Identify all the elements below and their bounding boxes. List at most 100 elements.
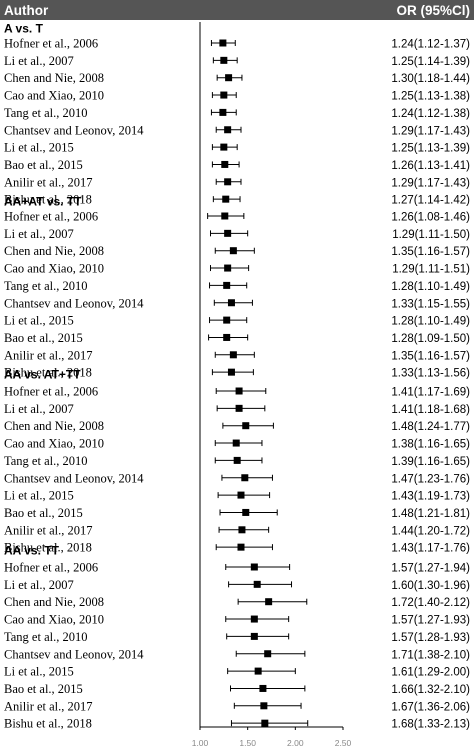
study-label: Hofner et al., 2006 [4, 210, 98, 224]
point-estimate [232, 439, 240, 447]
point-estimate [229, 247, 237, 255]
or-ci-label: 1.26(1.08-1.46) [391, 212, 470, 224]
or-ci-label: 1.27(1.14-1.42) [391, 195, 470, 207]
or-ci-label: 1.33(1.13-1.56) [391, 368, 470, 380]
point-estimate [222, 195, 230, 203]
or-ci-label: 1.43(1.17-1.76) [391, 543, 470, 555]
study-label: Bishu et al., 2018 [4, 541, 92, 555]
point-estimate [250, 563, 258, 571]
point-estimate [237, 543, 245, 551]
point-estimate [224, 229, 232, 237]
or-ci-label: 1.57(1.27-1.94) [391, 563, 470, 575]
study-label: Li et al., 2015 [4, 141, 74, 155]
or-ci-label: 1.28(1.09-1.50) [391, 333, 470, 345]
study-label: Tang et al., 2010 [4, 106, 87, 120]
study-label: Chantsev and Leonov, 2014 [4, 471, 144, 485]
point-estimate [223, 333, 231, 341]
or-ci-label: 1.26(1.13-1.41) [391, 160, 470, 172]
study-label: Chantsev and Leonov, 2014 [4, 296, 144, 310]
study-label: Bishu et al., 2018 [4, 717, 92, 731]
or-ci-label: 1.28(1.10-1.49) [391, 316, 470, 328]
or-ci-label: 1.71(1.38-2.10) [391, 649, 470, 661]
point-estimate [261, 719, 269, 727]
study-label: Chantsev and Leonov, 2014 [4, 647, 144, 661]
x-tick-label: 1.00 [192, 738, 209, 748]
point-estimate [250, 632, 258, 640]
group-label: AA+AT vs. TT [4, 195, 82, 209]
point-estimate [235, 404, 243, 412]
study-label: Cao and Xiao, 2010 [4, 437, 104, 451]
study-label: Tang et al., 2010 [4, 630, 87, 644]
point-estimate [253, 580, 261, 588]
study-label: Li et al., 2015 [4, 489, 74, 503]
study-label: Li et al., 2007 [4, 402, 74, 416]
study-label: Anilir et al., 2017 [4, 699, 93, 713]
point-estimate [227, 299, 235, 307]
point-estimate [224, 126, 232, 134]
study-label: Chantsev and Leonov, 2014 [4, 123, 144, 137]
point-estimate [242, 508, 250, 516]
or-ci-label: 1.35(1.16-1.57) [391, 350, 470, 362]
or-ci-label: 1.29(1.11-1.50) [392, 229, 470, 241]
point-estimate [229, 351, 237, 359]
or-ci-label: 1.28(1.10-1.49) [391, 281, 470, 293]
point-estimate [220, 143, 228, 151]
or-ci-label: 1.38(1.16-1.65) [391, 439, 470, 451]
or-ci-label: 1.29(1.17-1.43) [391, 125, 470, 137]
point-estimate [264, 650, 272, 658]
point-estimate [233, 456, 241, 464]
study-label: Hofner et al., 2006 [4, 385, 98, 399]
study-label: Chen and Nie, 2008 [4, 419, 104, 433]
or-ci-label: 1.24(1.12-1.38) [391, 108, 470, 120]
or-ci-label: 1.35(1.16-1.57) [391, 246, 470, 258]
or-ci-label: 1.67(1.36-2.06) [391, 701, 470, 713]
study-label: Li et al., 2015 [4, 665, 74, 679]
or-ci-label: 1.41(1.17-1.69) [391, 387, 470, 399]
study-label: Li et al., 2007 [4, 578, 74, 592]
or-ci-label: 1.48(1.21-1.81) [391, 508, 470, 520]
point-estimate [227, 368, 235, 376]
point-estimate [225, 74, 233, 82]
study-label: Anilir et al., 2017 [4, 175, 93, 189]
x-tick-label: 2.00 [287, 738, 304, 748]
study-label: Tang et al., 2010 [4, 454, 87, 468]
study-label: Hofner et al., 2006 [4, 561, 98, 575]
or-column-header: OR (95%Cl) [396, 3, 470, 18]
header-bar [0, 0, 474, 20]
study-label: Li et al., 2015 [4, 314, 74, 328]
point-estimate [223, 316, 231, 324]
point-estimate [260, 702, 268, 710]
or-ci-label: 1.24(1.12-1.37) [391, 39, 470, 51]
group-label: AA vs. TT [4, 544, 60, 558]
or-ci-label: 1.43(1.19-1.73) [391, 491, 470, 503]
or-ci-label: 1.30(1.18-1.44) [391, 73, 470, 85]
study-label: Bao et al., 2015 [4, 506, 83, 520]
or-ci-label: 1.68(1.33-2.13) [391, 719, 470, 731]
or-ci-label: 1.60(1.30-1.96) [391, 580, 470, 592]
point-estimate [219, 39, 227, 47]
point-estimate [220, 91, 228, 99]
or-ci-label: 1.72(1.40-2.12) [391, 597, 470, 609]
or-ci-label: 1.25(1.13-1.38) [391, 91, 470, 103]
study-label: Bao et al., 2015 [4, 682, 83, 696]
study-label: Li et al., 2007 [4, 54, 74, 68]
point-estimate [237, 491, 245, 499]
or-ci-label: 1.29(1.11-1.51) [392, 264, 470, 276]
or-ci-label: 1.48(1.24-1.77) [391, 421, 470, 433]
point-estimate [220, 56, 228, 64]
group-label: AA vs. AT+TT [4, 368, 81, 382]
point-estimate [265, 598, 273, 606]
point-estimate [250, 615, 258, 623]
point-estimate [224, 264, 232, 272]
study-label: Bishu et al., 2018 [4, 366, 92, 380]
group-label: A vs. T [4, 22, 44, 36]
x-tick-label: 1.50 [239, 738, 256, 748]
or-ci-label: 1.61(1.29-2.00) [391, 667, 470, 679]
study-label: Bishu et al., 2018 [4, 193, 92, 207]
study-label: Cao and Xiao, 2010 [4, 262, 104, 276]
point-estimate [224, 178, 232, 186]
point-estimate [238, 526, 246, 534]
or-ci-label: 1.47(1.23-1.76) [391, 473, 470, 485]
or-ci-label: 1.66(1.32-2.10) [391, 684, 470, 696]
